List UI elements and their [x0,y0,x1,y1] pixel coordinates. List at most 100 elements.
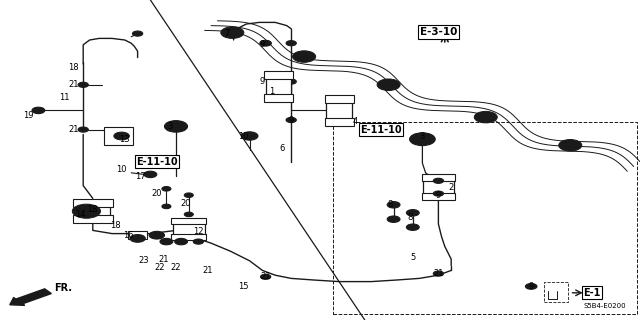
Text: E-11-10: E-11-10 [360,124,402,135]
Circle shape [221,27,244,38]
Circle shape [286,117,296,123]
Bar [264,71,293,79]
Text: 22: 22 [155,263,165,272]
Bar [73,215,113,223]
Text: 15: 15 [238,282,248,291]
Circle shape [130,235,145,242]
Text: 19: 19 [24,111,34,120]
Circle shape [184,193,193,197]
Text: 7: 7 [225,29,230,38]
Text: 8: 8 [407,213,412,222]
Text: 21: 21 [68,80,79,89]
Text: 9: 9 [529,282,534,291]
Text: 20: 20 [180,199,191,208]
Circle shape [175,238,188,245]
Circle shape [241,132,258,140]
Text: 20: 20 [152,189,162,198]
Text: 5: 5 [410,253,415,262]
Bar [266,75,291,99]
Circle shape [433,271,444,276]
Circle shape [164,121,188,132]
Bar [325,95,354,103]
Circle shape [260,274,271,279]
Bar [104,127,133,145]
Circle shape [78,82,88,87]
Circle shape [144,171,157,178]
Circle shape [433,191,444,196]
Circle shape [193,239,204,244]
Text: 21: 21 [203,266,213,275]
Circle shape [286,41,296,46]
Bar [264,94,293,102]
Text: 16: 16 [123,231,133,240]
Text: E-11-10: E-11-10 [136,156,178,167]
Circle shape [387,216,400,222]
Text: 14: 14 [75,210,85,219]
Bar [172,218,206,224]
Circle shape [260,40,271,46]
Text: S5B4-E0200: S5B4-E0200 [584,303,626,308]
Circle shape [292,51,316,62]
Text: 9: 9 [436,191,441,200]
Circle shape [72,204,100,218]
Bar [422,193,455,200]
Circle shape [149,231,164,239]
Text: 1: 1 [269,87,275,96]
Text: 9: 9 [260,40,265,49]
Text: 23: 23 [139,256,149,265]
Circle shape [406,210,419,216]
Text: 3: 3 [167,122,172,131]
Text: FR.: FR. [54,283,72,293]
Circle shape [377,79,400,91]
Bar [325,118,354,126]
Text: 2: 2 [449,183,454,192]
Text: E-1: E-1 [583,288,601,298]
Bar [422,174,455,181]
Circle shape [184,212,193,217]
Circle shape [132,31,143,36]
Bar [423,177,454,198]
Bar [544,282,568,302]
Text: 9: 9 [260,77,265,86]
Text: 17: 17 [136,172,146,180]
Bar [76,201,110,222]
Text: 22: 22 [171,263,181,272]
Circle shape [474,111,497,123]
Circle shape [286,79,296,84]
Text: E-3-10: E-3-10 [420,27,457,37]
FancyArrow shape [10,289,51,305]
Text: 11: 11 [59,93,69,102]
Circle shape [160,238,173,245]
Circle shape [162,204,171,209]
Circle shape [406,224,419,230]
Text: 18: 18 [110,221,120,230]
Text: 21: 21 [260,272,271,281]
Circle shape [162,187,171,191]
Bar [172,234,206,240]
Text: 3: 3 [420,132,425,140]
Text: 9: 9 [289,116,294,124]
Text: 13: 13 [120,135,130,144]
Text: 8: 8 [388,200,393,209]
Text: 10: 10 [238,132,248,140]
Circle shape [559,140,582,151]
Text: 12: 12 [193,228,204,236]
Circle shape [114,132,129,140]
Text: 18: 18 [88,205,98,214]
Bar [128,231,147,239]
Bar [333,122,637,314]
Text: 21: 21 [158,255,168,264]
Circle shape [387,202,400,208]
Circle shape [32,107,45,114]
Circle shape [410,133,435,146]
Circle shape [525,284,537,289]
Text: 21: 21 [433,269,444,278]
Text: 10: 10 [116,165,127,174]
Bar [73,199,113,207]
Text: 4: 4 [353,117,358,126]
Text: 18: 18 [68,63,79,72]
Bar [173,219,205,238]
Text: 6: 6 [279,144,284,153]
Bar [326,99,352,122]
Text: 21: 21 [68,125,79,134]
